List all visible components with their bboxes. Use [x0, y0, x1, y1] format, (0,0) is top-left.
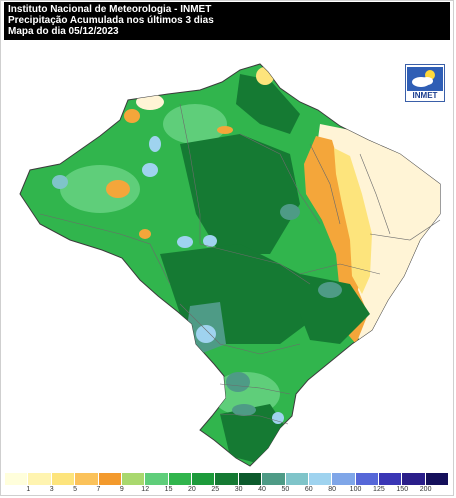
legend-label: 20 [188, 486, 196, 493]
legend-label: 12 [141, 486, 150, 493]
dark-green-amazon [180, 134, 300, 254]
border-am-pa [179, 103, 201, 244]
legend-swatch [262, 473, 286, 485]
legend-swatch [215, 473, 239, 485]
orange-spot-rondonia [139, 229, 151, 239]
light-green-north [163, 104, 227, 144]
legend-swatch [51, 473, 76, 485]
legend-label: 60 [304, 486, 313, 493]
orange-spot-para [217, 126, 233, 134]
legend-label: 3 [49, 486, 54, 493]
dark-green-north-coast [236, 74, 300, 134]
border-ro [119, 233, 171, 285]
border-mt-go [199, 243, 311, 285]
precipitation-legend [5, 473, 450, 485]
legend-swatch [332, 473, 356, 485]
legend-label: 150 [396, 486, 409, 493]
legend-label: 200 [419, 486, 432, 493]
legend-label: 1 [26, 486, 31, 493]
legend-swatch [285, 473, 309, 485]
legend-label: 50 [281, 486, 290, 493]
legend-swatch [75, 473, 99, 485]
legend-swatch [425, 473, 450, 485]
legend-label: 125 [373, 486, 385, 493]
institute-title: Instituto Nacional de Meteorologia - INM… [8, 4, 212, 15]
state-borders [39, 103, 441, 425]
legend-swatch [28, 473, 52, 485]
blue-spot-amazonas-center [149, 136, 161, 152]
product-title: Precipitação Acumulada nos últimos 3 dia… [8, 15, 214, 26]
legend-label: 9 [119, 486, 124, 493]
light-green-west [60, 165, 140, 213]
legend-swatch [355, 473, 379, 485]
border-pa-to [239, 133, 321, 225]
border-pr-sc [219, 383, 291, 395]
legend-label: 30 [234, 486, 243, 493]
orange-spot-acre [106, 180, 130, 198]
blue-spot-rondonia [177, 236, 193, 248]
blue-spot-mato-grosso [203, 235, 217, 247]
legend-label: 15 [164, 486, 173, 493]
legend-swatch [145, 473, 169, 485]
border-ma-pi [309, 143, 341, 225]
inmet-logo-text: INMET [412, 91, 438, 100]
dark-green-southeast [300, 274, 370, 344]
teal-spot-santa-catarina [232, 404, 256, 416]
light-blue-mato-grosso-sul [196, 325, 216, 343]
legend-swatch [168, 473, 192, 485]
legend-swatch [121, 473, 146, 485]
legend-label: 7 [96, 486, 101, 493]
legend-swatch [308, 473, 333, 485]
legend-label: 80 [328, 486, 337, 493]
legend-labels: 1 3 5 7 9 12 15 20 25 30 40 50 60 80 100 125 150 200 [5, 486, 449, 496]
border-pi-ce [359, 153, 391, 235]
inmet-logo: INMET [405, 64, 445, 102]
border-ba-pe [369, 219, 441, 241]
dry-spot-roraima-north [136, 94, 164, 110]
legend-swatch [379, 473, 403, 485]
blue-spot-parana [226, 372, 250, 392]
legend-label: 25 [211, 486, 220, 493]
legend-swatch [402, 473, 426, 485]
legend-swatch [238, 473, 263, 485]
light-orange-northeast [334, 148, 372, 294]
legend-label: 5 [73, 486, 78, 493]
border-ac-am [39, 213, 121, 235]
legend-swatch [5, 473, 29, 485]
legend-label: 100 [349, 486, 362, 493]
legend-swatch [192, 473, 216, 485]
weather-sun-cloud-icon [407, 67, 443, 91]
map-date: Mapa do dia 05/12/2023 [8, 26, 119, 37]
blue-spot-santa-catarina [272, 412, 284, 424]
border-ms-sp [179, 303, 301, 355]
legend-swatch [98, 473, 122, 485]
legend-label: 40 [258, 486, 266, 493]
teal-spot-minas [318, 282, 342, 298]
teal-spot-goias [280, 204, 300, 220]
border-mg-ba [299, 263, 381, 275]
precipitation-map [19, 63, 441, 467]
orange-spot-roraima [124, 109, 140, 123]
blue-spot-amazonas-west [52, 175, 68, 189]
blue-spot-amazonas-south [142, 163, 158, 177]
map-header: Instituto Nacional de Meteorologia - INM… [4, 2, 450, 40]
border-sc-rs [219, 413, 289, 425]
